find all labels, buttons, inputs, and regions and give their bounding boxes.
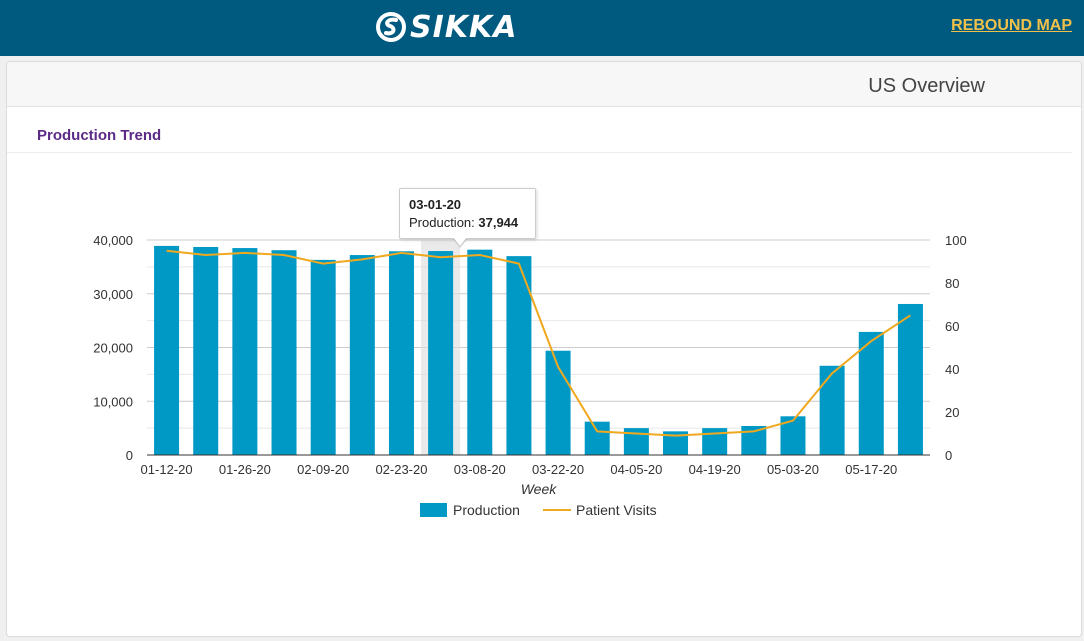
left-y-tick-label: 20,000	[93, 341, 133, 356]
panel-header: US Overview	[7, 62, 1081, 107]
bar-04-12-20	[663, 431, 689, 455]
bar-02-23-20	[388, 251, 414, 455]
right-y-tick-label: 20	[945, 405, 959, 420]
sikka-logo-icon	[376, 12, 406, 42]
chart-tooltip: 03-01-20 Production: 37,944	[399, 188, 536, 239]
tooltip-date: 03-01-20	[409, 197, 462, 212]
legend-label-patient-visits: Patient Visits	[576, 502, 657, 518]
x-tick-label: 02-23-20	[375, 462, 427, 477]
rebound-map-link[interactable]: REBOUND MAP	[951, 17, 1072, 34]
bar-02-09-20	[310, 259, 336, 455]
left-y-tick-label: 30,000	[93, 287, 133, 302]
right-y-tick-label: 80	[945, 276, 959, 291]
bar-03-01-20	[428, 251, 454, 455]
tooltip-body: Production: 37,944	[409, 215, 526, 230]
left-y-tick-label: 40,000	[93, 233, 133, 248]
bar-01-19-20	[193, 246, 219, 455]
x-tick-label: 05-17-20	[845, 462, 897, 477]
legend-label-production: Production	[453, 502, 520, 518]
top-bar: SIKKA REBOUND MAP	[0, 0, 1084, 56]
patient-visits-line	[166, 249, 911, 437]
right-y-tick-label: 100	[945, 233, 967, 248]
left-y-tick-label: 0	[126, 448, 133, 463]
logo-text: SIKKA	[410, 9, 518, 45]
x-tick-label: 01-12-20	[141, 462, 193, 477]
x-tick-label: 04-19-20	[689, 462, 741, 477]
panel-title: US Overview	[868, 75, 985, 97]
bar-05-17-20	[858, 331, 884, 455]
bar-05-24-20	[897, 303, 923, 455]
section-title: Production Trend	[37, 127, 162, 144]
bar-03-29-20	[584, 421, 610, 455]
x-axis-title: Week	[521, 481, 558, 497]
bar-02-16-20	[349, 255, 375, 455]
x-tick-label: 03-22-20	[532, 462, 584, 477]
bar-03-08-20	[467, 249, 493, 455]
x-tick-label: 02-09-20	[297, 462, 349, 477]
x-tick-label: 05-03-20	[767, 462, 819, 477]
x-tick-label: 01-26-20	[219, 462, 271, 477]
bar-01-12-20	[154, 245, 180, 455]
legend-swatch-production	[420, 503, 447, 517]
x-tick-label: 04-05-20	[610, 462, 662, 477]
tooltip-arrow-inner	[453, 237, 467, 246]
left-y-tick-label: 10,000	[93, 394, 133, 409]
sikka-logo: SIKKA	[376, 9, 518, 45]
right-y-tick-label: 0	[945, 448, 952, 463]
right-y-tick-label: 40	[945, 362, 959, 377]
bar-04-26-20	[741, 425, 767, 455]
bar-02-02-20	[271, 250, 297, 455]
bar-01-26-20	[232, 248, 258, 455]
tooltip-label: Production:	[409, 215, 479, 230]
right-y-tick-label: 60	[945, 319, 959, 334]
tooltip-value: 37,944	[478, 215, 519, 230]
bar-05-10-20	[819, 365, 845, 455]
x-tick-label: 03-08-20	[454, 462, 506, 477]
section-divider	[7, 152, 1072, 153]
bar-03-15-20	[506, 256, 532, 455]
